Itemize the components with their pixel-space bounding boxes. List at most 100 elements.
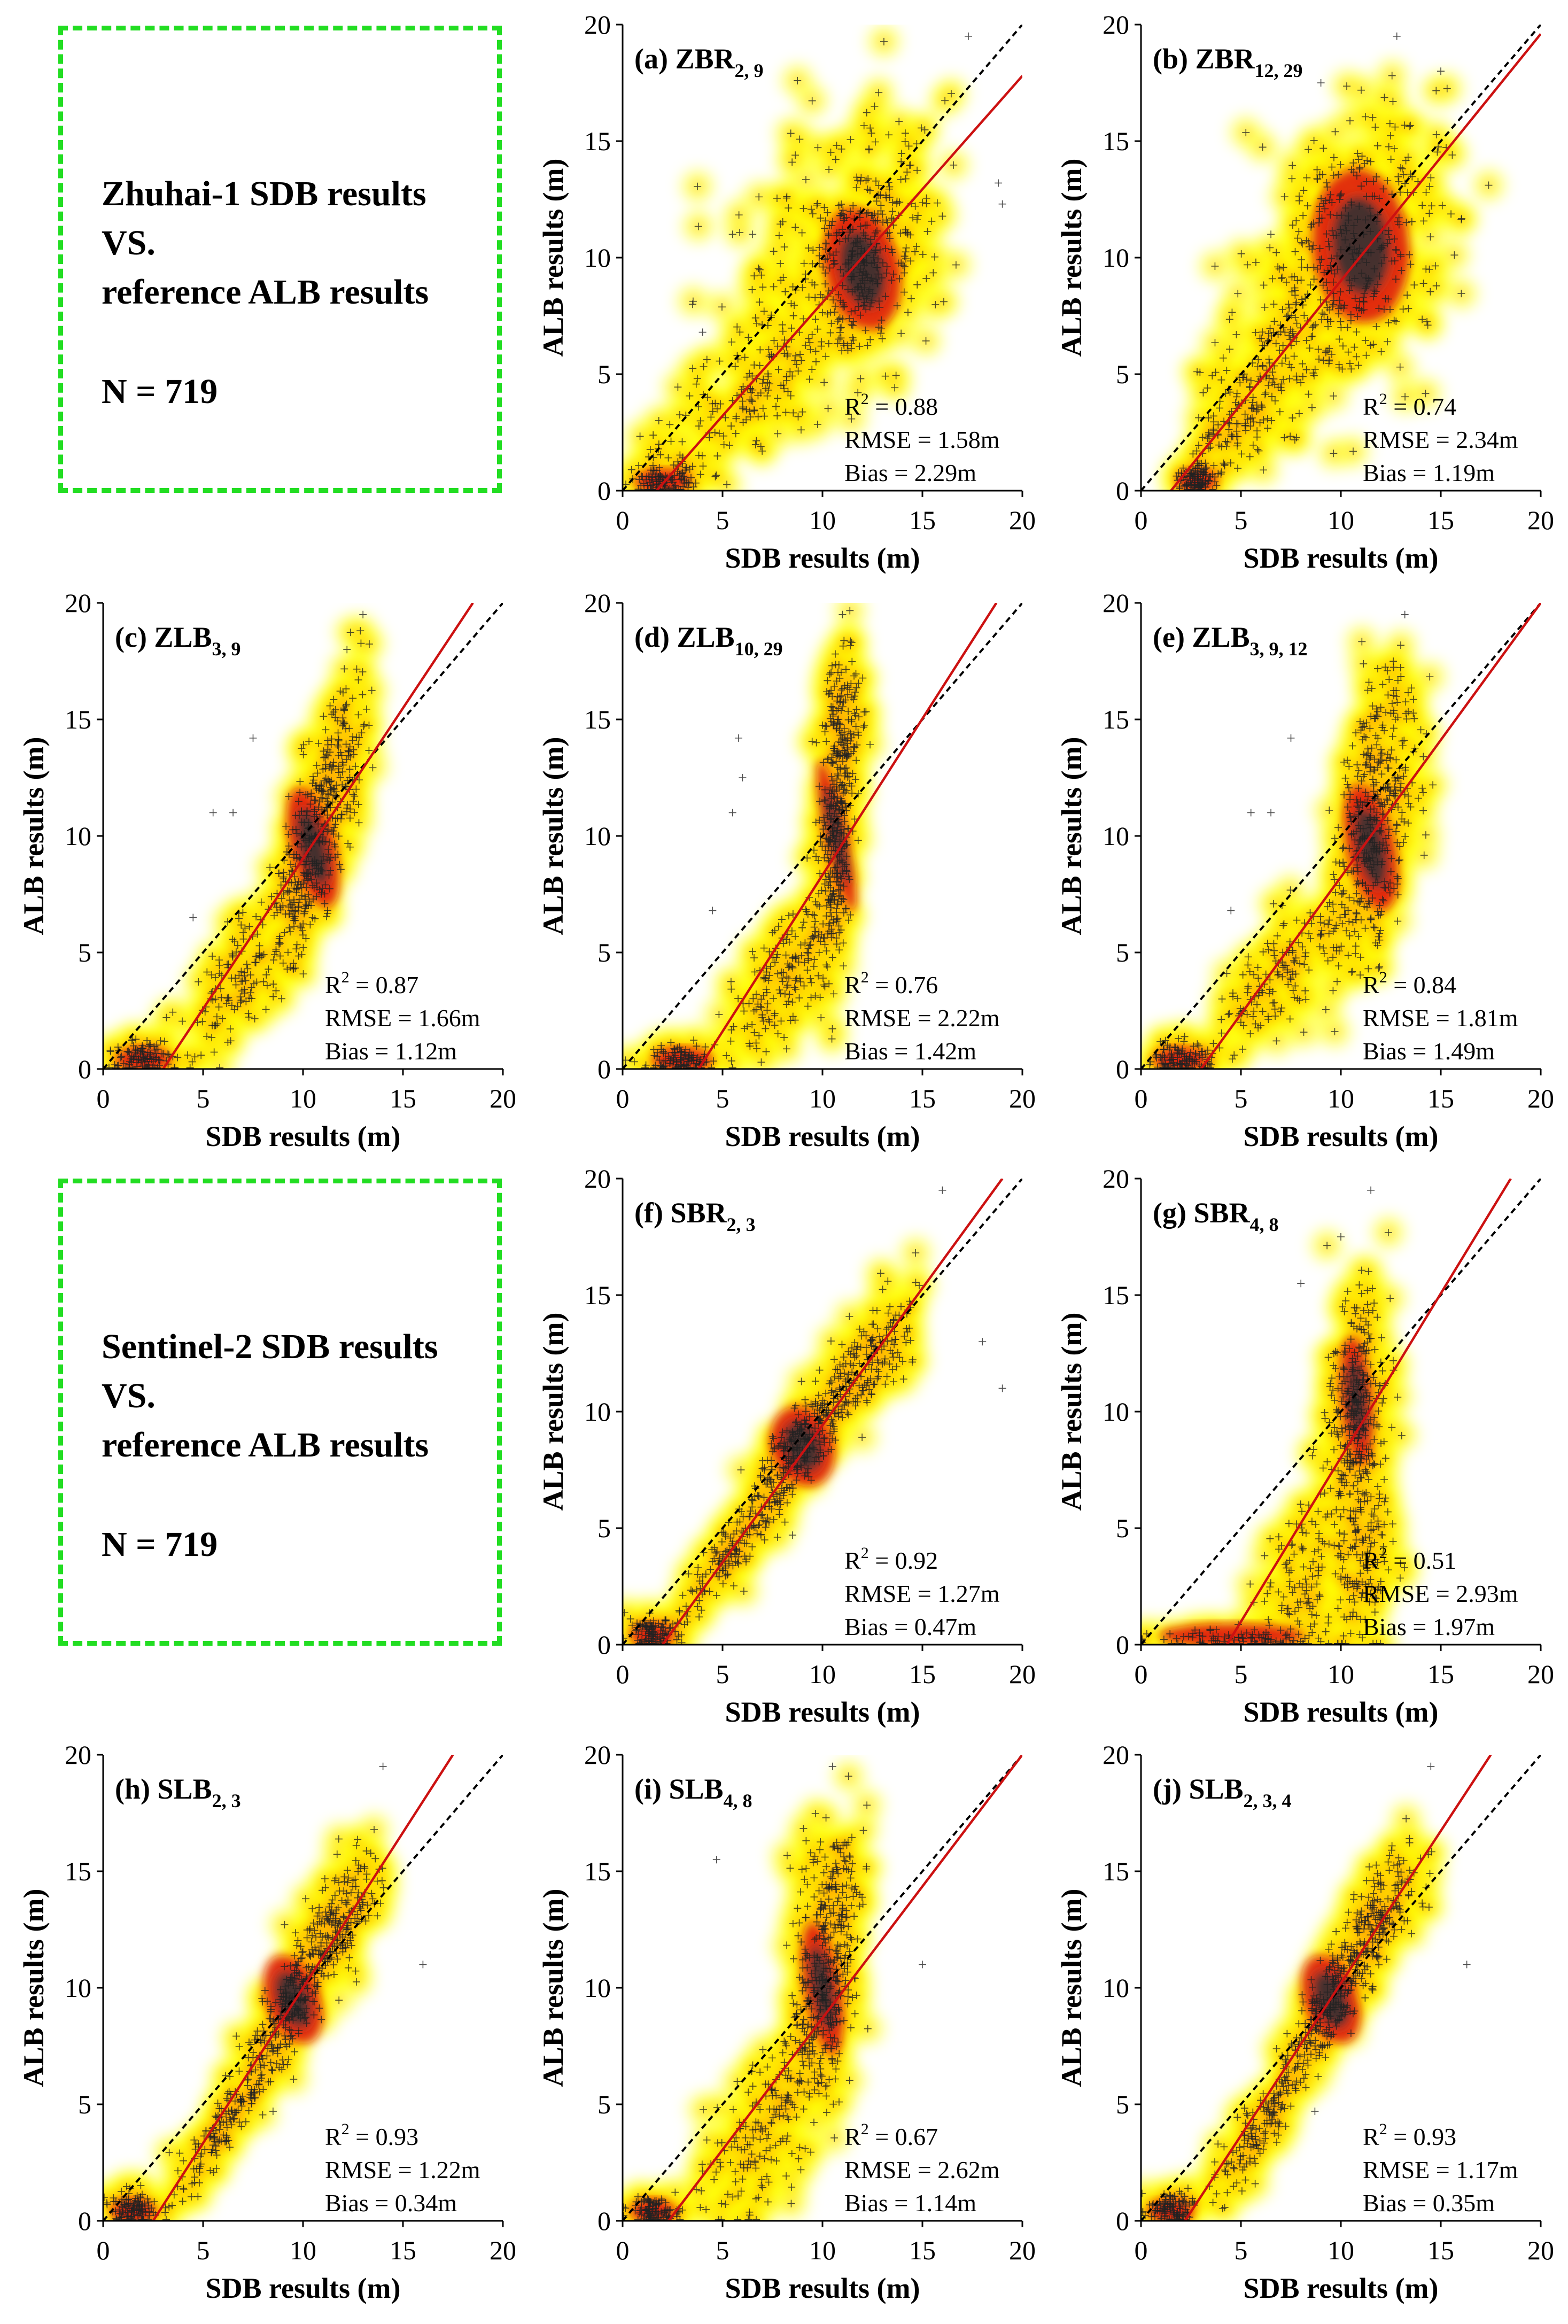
data-point: [715, 429, 723, 437]
data-point: [1389, 97, 1397, 105]
data-point: [821, 280, 829, 288]
data-point: [777, 260, 785, 268]
data-point: [1350, 343, 1359, 351]
data-point: [1285, 360, 1293, 368]
data-point: [1346, 117, 1354, 125]
data-point: [1208, 371, 1216, 379]
data-point: [913, 216, 921, 224]
data-point: [817, 214, 825, 222]
data-point: [1438, 202, 1446, 210]
data-point: [744, 334, 752, 342]
data-point: [1233, 420, 1241, 428]
data-point: [1260, 416, 1268, 424]
data-point: [798, 229, 806, 237]
data-point: [819, 263, 827, 271]
data-point: [764, 372, 772, 380]
data-point: [813, 420, 821, 428]
data-point: [1384, 239, 1392, 247]
data-point: [1420, 217, 1428, 225]
data-point: [1202, 471, 1210, 479]
data-point: [1242, 128, 1250, 136]
data-point: [1288, 161, 1297, 169]
data-point: [882, 244, 890, 252]
data-point: [1265, 355, 1273, 363]
data-point: [1305, 145, 1313, 153]
data-point: [856, 280, 864, 288]
data-point: [831, 303, 839, 311]
data-point: [1321, 205, 1329, 213]
data-point: [888, 245, 896, 253]
data-point: [1293, 376, 1301, 384]
data-point: [1385, 227, 1393, 235]
data-point: [1370, 265, 1378, 273]
data-point: [919, 199, 927, 207]
data-point: [1189, 450, 1197, 458]
data-point: [1401, 180, 1409, 188]
data-point: [694, 222, 702, 230]
data-point: [1378, 259, 1386, 267]
data-point: [1337, 229, 1345, 237]
data-point: [692, 479, 700, 487]
data-point: [1401, 121, 1409, 129]
data-point: [1393, 32, 1401, 40]
data-point: [888, 214, 896, 222]
data-point: [1399, 305, 1407, 313]
data-point: [791, 151, 799, 159]
data-point: [782, 194, 790, 202]
data-point: [1316, 171, 1324, 179]
data-point: [808, 366, 816, 374]
data-point: [1432, 130, 1440, 138]
data-point: [871, 138, 879, 146]
data-point: [923, 228, 932, 236]
data-point: [813, 325, 821, 333]
data-point: [750, 361, 758, 369]
data-point: [1448, 151, 1456, 159]
data-point: [1291, 313, 1299, 321]
data-point: [1387, 156, 1395, 164]
data-point: [1216, 404, 1224, 412]
panel-title: (b) ZBR12, 29: [1153, 43, 1303, 81]
data-point: [1199, 389, 1207, 397]
data-point: [1329, 302, 1337, 310]
data-point: [878, 335, 886, 343]
data-point: [746, 413, 754, 421]
data-point: [1372, 173, 1380, 181]
x-tick-label: 10: [809, 505, 836, 535]
data-point: [669, 475, 677, 483]
data-point: [760, 412, 769, 420]
data-point: [1226, 345, 1234, 353]
data-point: [1363, 258, 1371, 266]
data-point: [1342, 227, 1350, 235]
data-point: [1360, 289, 1368, 297]
data-point: [1390, 145, 1398, 153]
data-point: [1234, 464, 1242, 472]
data-point: [646, 446, 654, 454]
data-point: [1391, 123, 1399, 131]
data-point: [1279, 264, 1287, 272]
data-point: [1328, 163, 1336, 171]
data-point: [854, 389, 862, 397]
data-point: [791, 357, 799, 365]
data-point: [1199, 433, 1207, 441]
y-tick-label: 20: [1103, 10, 1129, 40]
data-point: [1279, 375, 1287, 383]
data-point: [739, 383, 747, 391]
data-point: [874, 270, 882, 278]
data-point: [1320, 311, 1328, 319]
data-point: [1224, 438, 1232, 446]
data-point: [907, 295, 915, 303]
data-point: [845, 314, 853, 322]
data-point: [808, 331, 816, 339]
data-point: [1264, 381, 1272, 389]
data-point: [861, 269, 869, 277]
data-point: [783, 352, 791, 360]
data-point: [1363, 157, 1371, 165]
data-point: [756, 266, 764, 274]
data-point: [907, 257, 915, 265]
data-point: [1191, 464, 1199, 472]
data-point: [1198, 467, 1206, 475]
data-point: [1259, 328, 1267, 336]
data-point: [653, 481, 661, 489]
data-point: [1337, 288, 1345, 296]
data-point: [645, 472, 653, 480]
